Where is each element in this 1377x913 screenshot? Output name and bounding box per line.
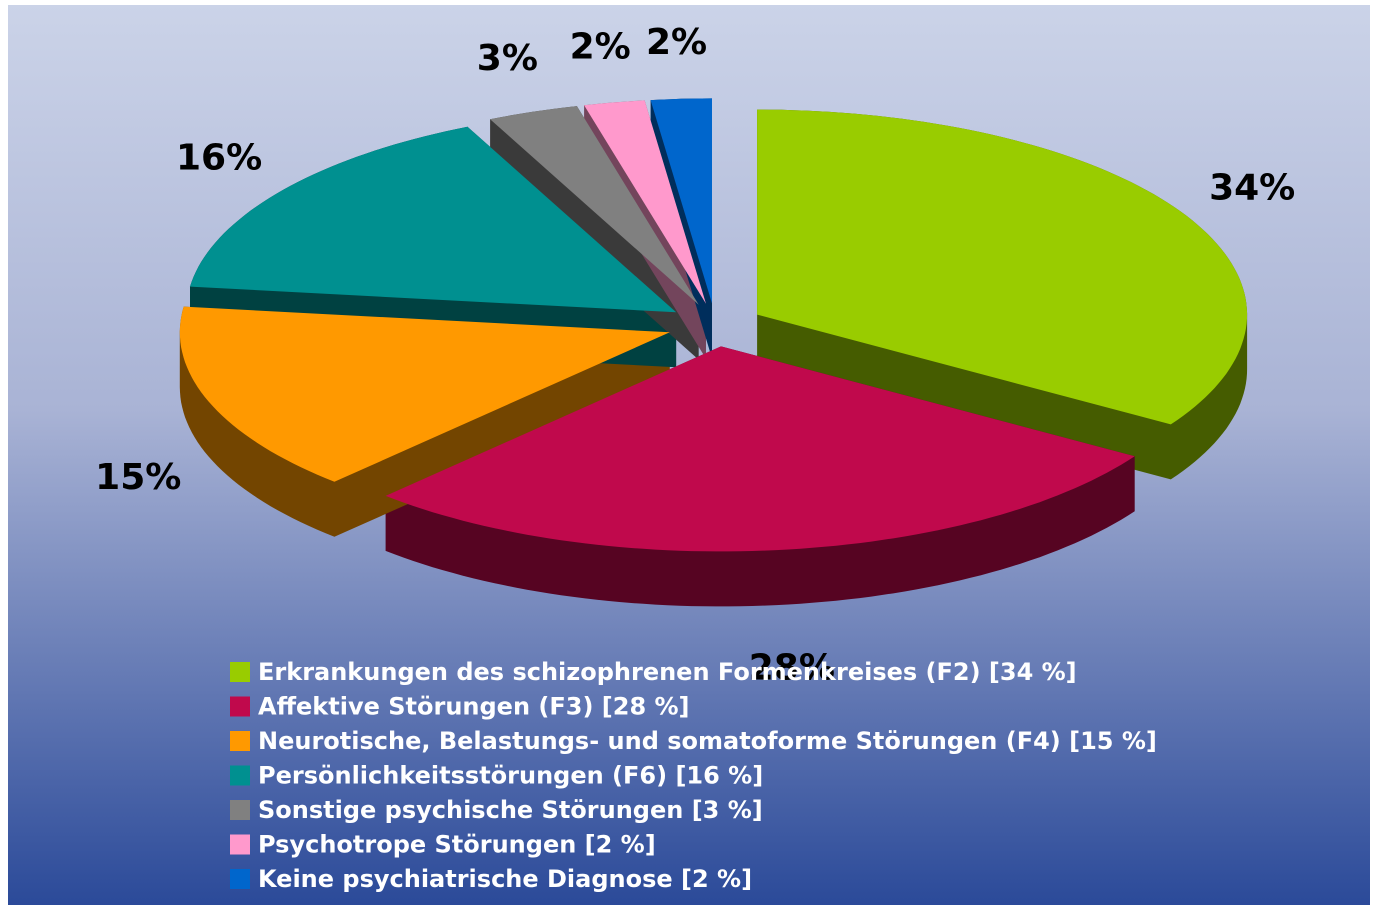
legend-label: Affektive Störungen (F3) [28 %] (258, 693, 690, 721)
legend-label: Erkrankungen des schizophrenen Formenkre… (258, 658, 1077, 686)
legend-label: Persönlichkeitsstörungen (F6) [16 %] (258, 762, 763, 790)
value-label: 34% (1209, 167, 1295, 208)
slice (490, 106, 699, 305)
value-label: 28% (749, 647, 835, 688)
slice (179, 306, 670, 482)
slice (650, 98, 712, 304)
legend-label: Sonstige psychische Störungen [3 %] (258, 796, 763, 824)
legend-label: Psychotrope Störungen [2 %] (258, 831, 656, 859)
legend-label: Keine psychiatrische Diagnose [2 %] (258, 865, 752, 893)
value-label: 2% (646, 22, 707, 63)
legend-label: Neurotische, Belastungs- und somatoforme… (258, 727, 1157, 755)
slice (385, 346, 1135, 552)
legend-swatch (230, 834, 250, 855)
value-label: 3% (477, 38, 538, 79)
legend-swatch (230, 869, 250, 889)
legend-swatch (230, 696, 250, 717)
slice (584, 100, 706, 304)
value-label: 2% (570, 26, 631, 67)
legend-swatch (230, 662, 250, 682)
legend-swatch (230, 731, 250, 751)
legend-swatch (230, 800, 250, 820)
slice (190, 126, 677, 313)
legend-swatch (230, 765, 250, 786)
slice (757, 109, 1248, 425)
value-label: 16% (176, 137, 262, 178)
value-label: 15% (95, 457, 181, 498)
